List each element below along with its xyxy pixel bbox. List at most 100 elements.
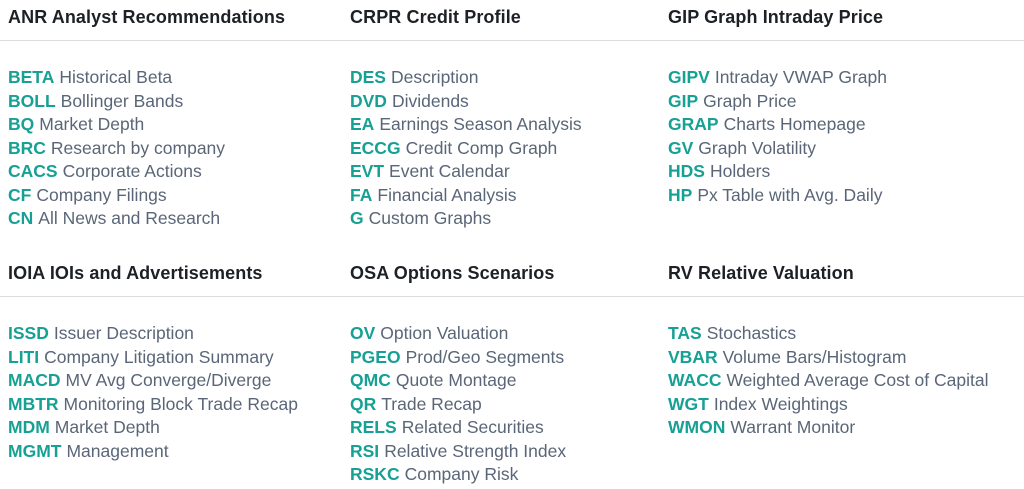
function-item[interactable]: BRC Research by company [8,137,350,161]
function-item[interactable]: RELS Related Securities [350,416,668,440]
function-item[interactable]: DES Description [350,66,668,90]
section-title-crpr: CRPR Credit Profile [350,7,521,27]
function-item[interactable]: OV Option Valuation [350,322,668,346]
function-item[interactable]: VBAR Volume Bars/Histogram [668,346,1024,370]
function-item[interactable]: BETA Historical Beta [8,66,350,90]
function-code[interactable]: WMON [668,417,726,437]
function-item[interactable]: CF Company Filings [8,184,350,208]
function-code[interactable]: EA [350,114,375,134]
function-code[interactable]: CACS [8,161,58,181]
function-code[interactable]: LITI [8,346,40,367]
section-title-osa: OSA Options Scenarios [350,263,555,283]
function-item[interactable]: BQ Market Depth [8,113,350,137]
function-item[interactable]: MACD MV Avg Converge/Diverge [8,369,350,393]
function-code[interactable]: HP [668,184,693,205]
function-code[interactable]: TAS [668,323,702,343]
header-divider [0,40,1024,41]
function-label: Holders [709,161,771,181]
function-code[interactable]: MBTR [8,393,59,414]
section-title-anr: ANR Analyst Recommendations [8,7,286,27]
function-code[interactable]: EVT [350,161,385,181]
function-label: Volume Bars/Histogram [722,346,907,367]
function-code[interactable]: MACD [8,370,61,390]
function-code[interactable]: CF [8,184,32,205]
function-code[interactable]: MDM [8,417,50,437]
function-item[interactable]: RSI Relative Strength Index [350,440,668,464]
function-item[interactable]: CN All News and Research [8,207,350,231]
function-item[interactable]: EVT Event Calendar [350,160,668,184]
function-code[interactable]: RSI [350,440,380,461]
function-item[interactable]: ISSD Issuer Description [8,322,350,346]
function-item[interactable]: BOLL Bollinger Bands [8,90,350,114]
section-title-gip: GIP Graph Intraday Price [668,7,884,27]
function-code[interactable]: RSKC [350,464,400,484]
function-code[interactable]: HDS [668,161,705,181]
function-item[interactable]: HP Px Table with Avg. Daily [668,184,1024,208]
function-item[interactable]: DVD Dividends [350,90,668,114]
function-label: Corporate Actions [62,161,202,181]
function-code[interactable]: QMC [350,370,391,390]
function-item[interactable]: PGEO Prod/Geo Segments [350,346,668,370]
function-label: Financial Analysis [377,184,517,205]
function-item[interactable]: G Custom Graphs [350,207,668,231]
function-code[interactable]: WGT [668,393,709,414]
function-item[interactable]: MDM Market Depth [8,416,350,440]
function-code[interactable]: GIP [668,90,699,111]
function-item[interactable]: GV Graph Volatility [668,137,1024,161]
function-item[interactable]: WACC Weighted Average Cost of Capital [668,369,1024,393]
function-item[interactable]: GRAP Charts Homepage [668,113,1024,137]
function-code[interactable]: QR [350,393,377,414]
function-item[interactable]: WMON Warrant Monitor [668,416,1024,440]
function-code[interactable]: BOLL [8,90,56,111]
function-item[interactable]: EA Earnings Season Analysis [350,113,668,137]
function-code[interactable]: G [350,208,364,228]
function-label: Intraday VWAP Graph [714,67,887,87]
section-headers-bottom: IOIA IOIs and Advertisements OSA Options… [0,256,1024,296]
function-label: Management [66,440,169,461]
function-list-osa: OV Option Valuation PGEO Prod/Geo Segments Q… [350,322,668,487]
function-code[interactable]: GIPV [668,67,710,87]
function-label: Dividends [391,90,469,111]
function-item[interactable]: LITI Company Litigation Summary [8,346,350,370]
function-code[interactable]: FA [350,184,373,205]
function-item[interactable]: QR Trade Recap [350,393,668,417]
function-item[interactable]: QMC Quote Montage [350,369,668,393]
function-label: Research by company [50,137,226,158]
function-code[interactable]: OV [350,323,376,343]
function-label: Earnings Season Analysis [379,114,582,134]
function-item[interactable]: FA Financial Analysis [350,184,668,208]
function-code[interactable]: MGMT [8,440,62,461]
function-code[interactable]: DVD [350,90,387,111]
function-item[interactable]: CACS Corporate Actions [8,160,350,184]
function-code[interactable]: BQ [8,114,35,134]
function-item[interactable]: GIPV Intraday VWAP Graph [668,66,1024,90]
function-code[interactable]: CN [8,208,34,228]
function-item[interactable]: HDS Holders [668,160,1024,184]
function-code[interactable]: WACC [668,370,722,390]
function-code[interactable]: BRC [8,137,46,158]
function-item[interactable]: WGT Index Weightings [668,393,1024,417]
function-code[interactable]: DES [350,67,386,87]
function-item[interactable]: MBTR Monitoring Block Trade Recap [8,393,350,417]
function-label: Market Depth [54,417,160,437]
function-code[interactable]: VBAR [668,346,718,367]
function-label: Relative Strength Index [384,440,567,461]
function-label: Trade Recap [381,393,482,414]
function-code[interactable]: GRAP [668,114,719,134]
function-code[interactable]: GV [668,137,694,158]
function-code[interactable]: RELS [350,417,397,437]
section-headers-top: ANR Analyst Recommendations CRPR Credit … [0,0,1024,40]
function-list-crpr: DES Description DVD Dividends EA Earnings Sea… [350,66,668,231]
section-title-rv: RV Relative Valuation [668,263,854,283]
function-item[interactable]: RSKC Company Risk [350,463,668,487]
function-code[interactable]: BETA [8,67,55,87]
function-item[interactable]: TAS Stochastics [668,322,1024,346]
function-code[interactable]: ISSD [8,323,49,343]
function-label: All News and Research [38,208,221,228]
function-item[interactable]: ECCG Credit Comp Graph [350,137,668,161]
function-code[interactable]: ECCG [350,137,401,158]
function-item[interactable]: GIP Graph Price [668,90,1024,114]
function-code[interactable]: PGEO [350,346,401,367]
function-item[interactable]: MGMT Management [8,440,350,464]
